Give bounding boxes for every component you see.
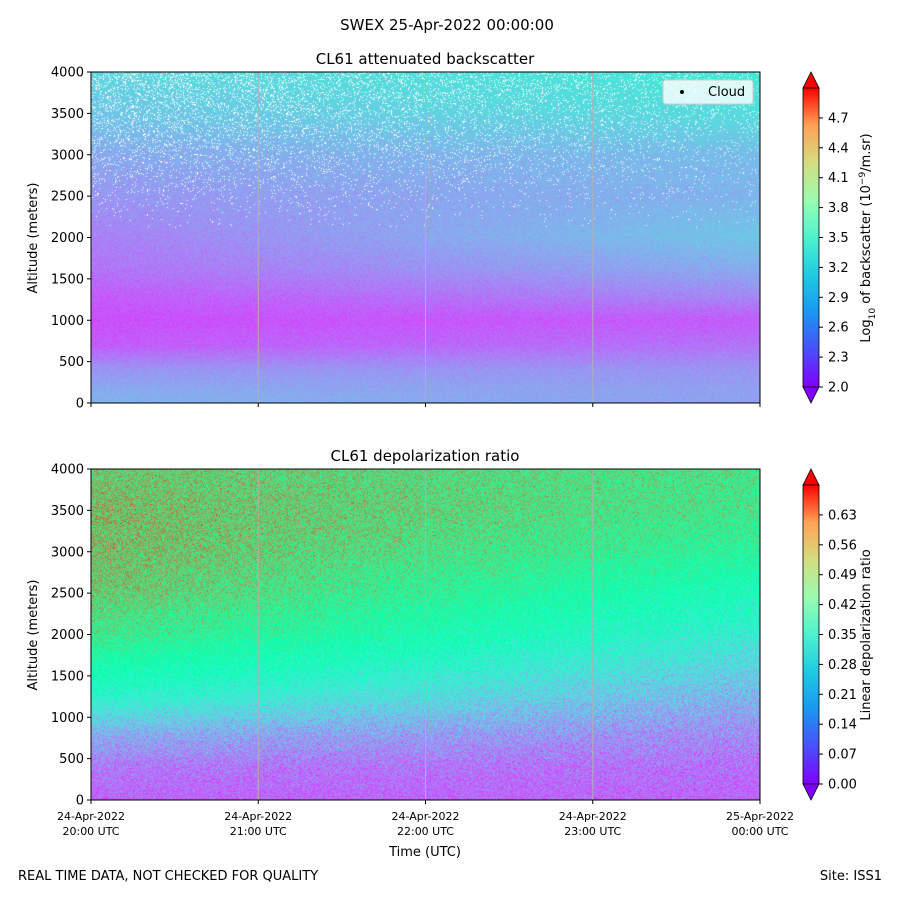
colorbar-tick-label: 2.0 bbox=[828, 381, 849, 396]
colorbar-label-part: of backscatter (10 bbox=[859, 185, 874, 308]
y-tick-label: 500 bbox=[59, 752, 84, 767]
backscatter-gridlines bbox=[257, 72, 594, 403]
colorbar-label-part: /m.sr) bbox=[859, 133, 874, 171]
colorbar-tick-label: 3.2 bbox=[828, 261, 849, 276]
depolarization-colorbar-extend-bottom bbox=[802, 783, 820, 801]
y-tick-label: 0 bbox=[76, 397, 84, 412]
depolarization-panel: CL61 depolarization ratio 0 500 1000 1500 20… bbox=[26, 447, 874, 860]
legend-cloud-marker bbox=[680, 90, 684, 94]
depolarization-colorbar: 0.00 0.07 0.14 0.21 0.28 0.35 0.42 0.49 0.56 0.63… bbox=[802, 468, 874, 801]
x-tick-time: 00:00 UTC bbox=[731, 825, 788, 838]
y-tick-label: 1500 bbox=[51, 272, 84, 287]
depolarization-title: CL61 depolarization ratio bbox=[331, 447, 520, 465]
site-label: Site: ISS1 bbox=[819, 869, 882, 884]
colorbar-tick-label: 2.9 bbox=[828, 291, 849, 306]
backscatter-colorbar-label: Log10 of backscatter (10−9/m.sr) bbox=[858, 133, 878, 342]
colorbar-tick-label: 3.8 bbox=[828, 201, 849, 216]
backscatter-colorbar-extend-bottom bbox=[802, 386, 820, 404]
backscatter-title: CL61 attenuated backscatter bbox=[316, 50, 535, 68]
colorbar-tick-label: 2.6 bbox=[828, 321, 849, 336]
x-tick-date: 25-Apr-2022 bbox=[726, 810, 794, 823]
x-tick-date: 24-Apr-2022 bbox=[224, 810, 292, 823]
backscatter-colorbar-ticks: 2.0 2.3 2.6 2.9 3.2 3.5 3.8 4.1 4.4 4.7 bbox=[819, 111, 849, 396]
backscatter-x-axis bbox=[90, 403, 761, 407]
backscatter-colorbar: 2.0 2.3 2.6 2.9 3.2 3.5 3.8 4.1 4.4 4.7 Log10 of … bbox=[802, 71, 878, 404]
backscatter-panel: CL61 attenuated backscatter 0 500 1000 1500… bbox=[26, 50, 878, 412]
backscatter-y-axis-label: Altitude (meters) bbox=[26, 183, 41, 294]
colorbar-tick-label: 0.28 bbox=[828, 658, 857, 673]
colorbar-tick-label: 4.1 bbox=[828, 171, 849, 186]
y-tick-label: 3000 bbox=[51, 148, 84, 163]
depolarization-colorbar-label: Linear depolarization ratio bbox=[859, 549, 874, 720]
depolarization-colorbar-extend-top bbox=[802, 468, 820, 486]
depolarization-colorbar-body bbox=[802, 484, 820, 785]
x-tick-date: 24-Apr-2022 bbox=[391, 810, 459, 823]
y-tick-label: 1000 bbox=[51, 314, 84, 329]
depolarization-y-axis-label: Altitude (meters) bbox=[26, 580, 41, 691]
colorbar-tick-label: 4.7 bbox=[828, 111, 849, 126]
colorbar-tick-label: 0.35 bbox=[828, 628, 857, 643]
y-tick-label: 1500 bbox=[51, 669, 84, 684]
colorbar-tick-label: 0.56 bbox=[828, 538, 857, 553]
colorbar-label-part: Log bbox=[859, 319, 874, 342]
y-tick-label: 2500 bbox=[51, 587, 84, 602]
colorbar-label-subscript: 10 bbox=[868, 308, 878, 320]
x-tick-time: 23:00 UTC bbox=[564, 825, 621, 838]
y-tick-label: 500 bbox=[59, 355, 84, 370]
y-tick-label: 0 bbox=[76, 794, 84, 809]
colorbar-tick-label: 0.00 bbox=[828, 778, 857, 793]
colorbar-label-superscript: −9 bbox=[858, 172, 868, 186]
quality-disclaimer: REAL TIME DATA, NOT CHECKED FOR QUALITY bbox=[18, 869, 319, 884]
depolarization-x-axis: 24-Apr-2022 20:00 UTC 24-Apr-2022 21:00 UTC… bbox=[57, 800, 794, 838]
y-tick-label: 2000 bbox=[51, 628, 84, 643]
colorbar-tick-label: 0.21 bbox=[828, 688, 857, 703]
colorbar-tick-label: 0.07 bbox=[828, 748, 857, 763]
backscatter-colorbar-extend-top bbox=[802, 71, 820, 89]
colorbar-tick-label: 0.63 bbox=[828, 508, 857, 523]
x-tick-time: 22:00 UTC bbox=[397, 825, 454, 838]
y-tick-label: 3500 bbox=[51, 504, 84, 519]
y-tick-label: 3000 bbox=[51, 545, 84, 560]
cloud-legend: Cloud bbox=[662, 79, 754, 105]
depolarization-gridlines bbox=[257, 469, 594, 800]
x-tick-time: 20:00 UTC bbox=[62, 825, 119, 838]
x-axis-label: Time (UTC) bbox=[388, 845, 461, 860]
legend-box bbox=[662, 79, 754, 105]
y-tick-label: 4000 bbox=[51, 66, 84, 81]
y-tick-label: 4000 bbox=[51, 463, 84, 478]
figure-title: SWEX 25-Apr-2022 00:00:00 bbox=[340, 16, 554, 34]
x-tick-date: 24-Apr-2022 bbox=[57, 810, 125, 823]
colorbar-tick-label: 3.5 bbox=[828, 231, 849, 246]
colorbar-tick-label: 2.3 bbox=[828, 351, 849, 366]
backscatter-colorbar-body bbox=[802, 87, 820, 388]
y-tick-label: 3500 bbox=[51, 107, 84, 122]
x-tick-date: 24-Apr-2022 bbox=[559, 810, 627, 823]
colorbar-tick-label: 0.14 bbox=[828, 718, 857, 733]
y-tick-label: 2000 bbox=[51, 231, 84, 246]
colorbar-tick-label: 0.42 bbox=[828, 598, 857, 613]
depolarization-y-axis: 0 500 1000 1500 2000 2500 3000 3500 4000 bbox=[51, 463, 91, 809]
y-tick-label: 1000 bbox=[51, 711, 84, 726]
y-tick-label: 2500 bbox=[51, 190, 84, 205]
backscatter-y-axis: 0 500 1000 1500 2000 2500 3000 3500 4000 bbox=[51, 66, 91, 412]
x-tick-time: 21:00 UTC bbox=[230, 825, 287, 838]
legend-cloud-label: Cloud bbox=[708, 85, 745, 100]
colorbar-tick-label: 4.4 bbox=[828, 141, 849, 156]
depolarization-colorbar-ticks: 0.00 0.07 0.14 0.21 0.28 0.35 0.42 0.49 0.56 0.63 bbox=[819, 508, 857, 793]
colorbar-tick-label: 0.49 bbox=[828, 568, 857, 583]
